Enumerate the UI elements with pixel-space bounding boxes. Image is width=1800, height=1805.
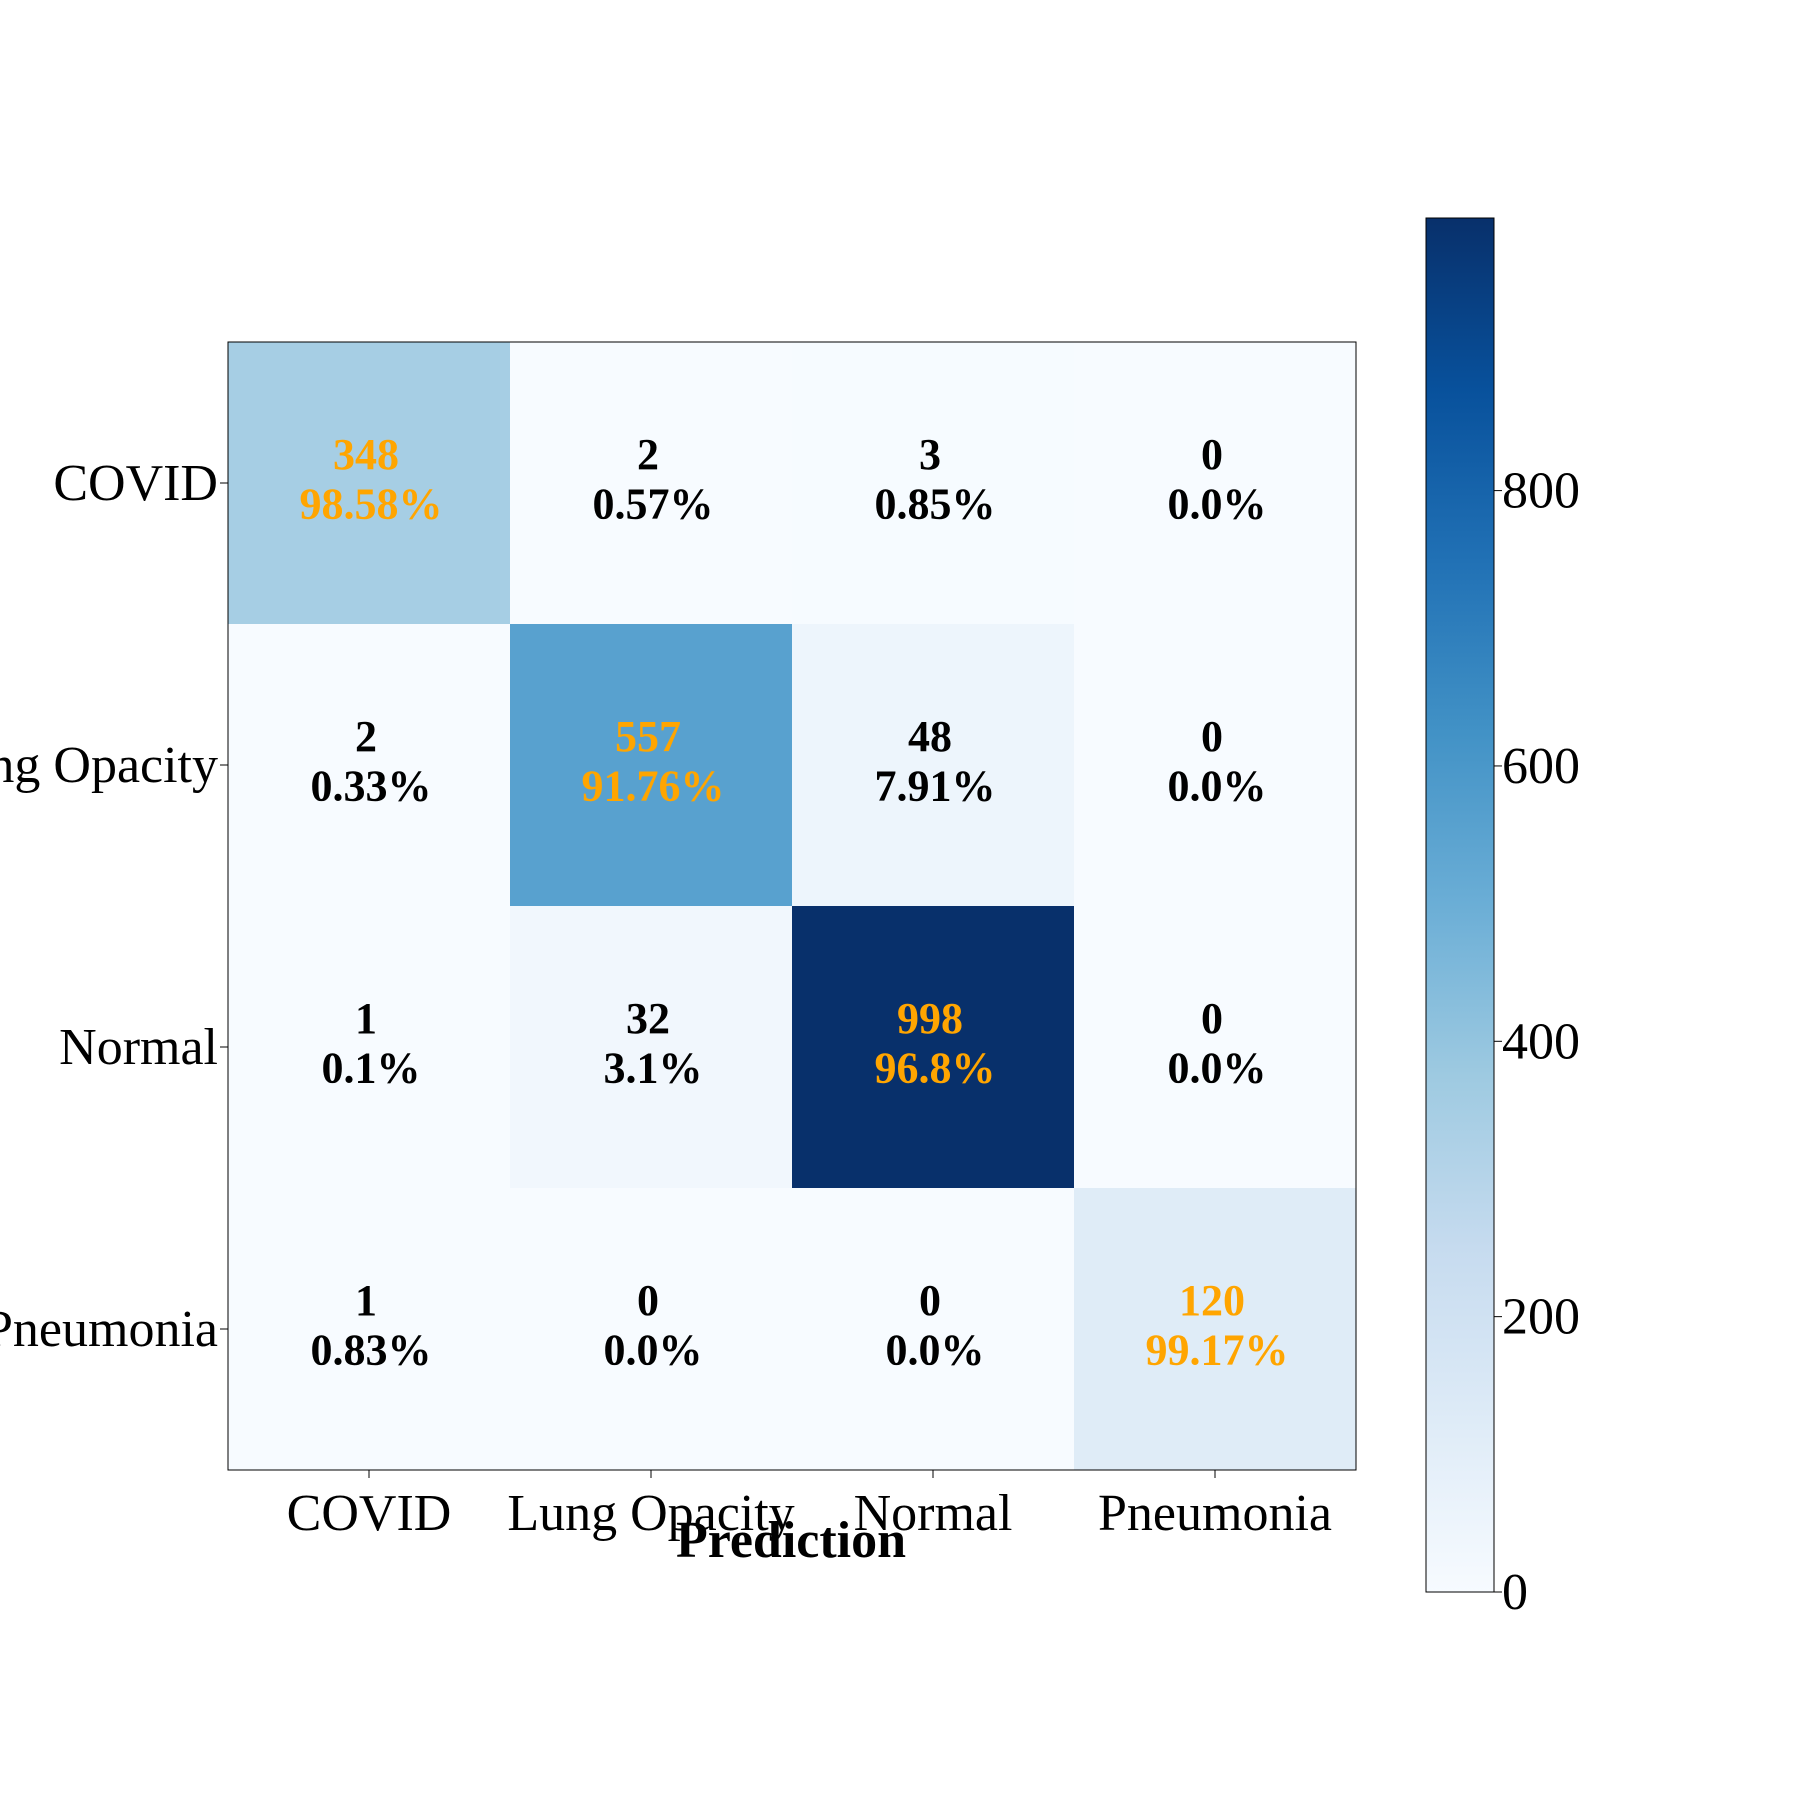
cell-count-label: 1 — [355, 1276, 377, 1325]
heatmap-cell — [792, 906, 1074, 1188]
heatmap-cell — [228, 906, 510, 1188]
cell-percentage-label: 91.76% — [582, 761, 725, 810]
cell-percentage-label: 3.1% — [604, 1043, 703, 1092]
y-tick-label: Pneumonia — [0, 1301, 218, 1358]
heatmap-matrix: 34898.58%20.57%30.85%00.0%20.33%55791.76… — [228, 342, 1356, 1470]
y-tick-label: COVID — [53, 455, 218, 512]
cell-percentage-label: 0.0% — [1168, 761, 1267, 810]
cell-percentage-label: 96.8% — [875, 1043, 996, 1092]
heatmap-frame — [227, 341, 1357, 1471]
cell-count-label: 32 — [626, 994, 670, 1043]
cell-count-label: 120 — [1179, 1276, 1245, 1325]
cell-count-label: 557 — [615, 712, 681, 761]
colorbar-tick-label: 400 — [1502, 1013, 1580, 1070]
cell-count-label: 3 — [919, 430, 941, 479]
x-tick-label: Pneumonia — [1098, 1485, 1332, 1542]
colorbar-tick-label: 800 — [1502, 463, 1580, 520]
heatmap-cell — [792, 1188, 1074, 1470]
colorbar-gradient — [1425, 217, 1495, 1593]
cell-percentage-label: 0.33% — [311, 761, 432, 810]
cell-count-label: 0 — [1201, 712, 1223, 761]
colorbar: 0 200 400 600 800 — [1425, 217, 1580, 1621]
cell-count-label: 348 — [333, 430, 399, 479]
cell-count-label: 0 — [919, 1276, 941, 1325]
heatmap-cell — [792, 342, 1074, 624]
cell-count-label: 2 — [355, 712, 377, 761]
cell-percentage-label: 0.85% — [875, 479, 996, 528]
cell-count-label: 1 — [355, 994, 377, 1043]
cell-count-label: 48 — [908, 712, 952, 761]
heatmap-cell — [510, 906, 792, 1188]
heatmap-cell — [510, 624, 792, 906]
cell-percentage-label: 0.1% — [322, 1043, 421, 1092]
cell-percentage-label: 99.17% — [1146, 1325, 1289, 1374]
heatmap-axes: COVID Lung Opacity Normal Pneumonia COVID Lun… — [0, 341, 1357, 1542]
cell-percentage-label: 0.0% — [604, 1325, 703, 1374]
heatmap-cell — [792, 624, 1074, 906]
heatmap-cell — [1074, 624, 1356, 906]
colorbar-tick-label: 0 — [1502, 1564, 1528, 1621]
heatmap-cell — [228, 624, 510, 906]
cell-count-label: 0 — [1201, 994, 1223, 1043]
cell-count-label: 2 — [637, 430, 659, 479]
x-tick-label: Lung Opacity — [507, 1485, 794, 1542]
cell-count-label: 0 — [637, 1276, 659, 1325]
heatmap-cell — [228, 342, 510, 624]
cell-percentage-label: 0.0% — [886, 1325, 985, 1374]
x-tick-label: Normal — [854, 1485, 1013, 1542]
heatmap-cell — [510, 342, 792, 624]
colorbar-tick-label: 200 — [1502, 1289, 1580, 1346]
heatmap-cell — [510, 1188, 792, 1470]
cell-percentage-label: 0.0% — [1168, 479, 1267, 528]
colorbar-tick-label: 600 — [1502, 738, 1580, 795]
cell-percentage-label: 98.58% — [300, 479, 443, 528]
x-axis-label: Prediction — [676, 1512, 906, 1569]
cell-percentage-label: 0.57% — [593, 479, 714, 528]
cell-percentage-label: 0.0% — [1168, 1043, 1267, 1092]
cell-count-label: 998 — [897, 994, 963, 1043]
cell-percentage-label: 7.91% — [875, 761, 996, 810]
y-tick-label: Normal — [59, 1019, 218, 1076]
heatmap-cell — [1074, 1188, 1356, 1470]
x-tick-label: COVID — [287, 1485, 452, 1542]
cell-percentage-label: 0.83% — [311, 1325, 432, 1374]
y-tick-label: Lung Opacity — [0, 737, 218, 794]
heatmap-cell — [228, 1188, 510, 1470]
heatmap-cell — [1074, 342, 1356, 624]
heatmap-cell — [1074, 906, 1356, 1188]
cell-count-label: 0 — [1201, 430, 1223, 479]
